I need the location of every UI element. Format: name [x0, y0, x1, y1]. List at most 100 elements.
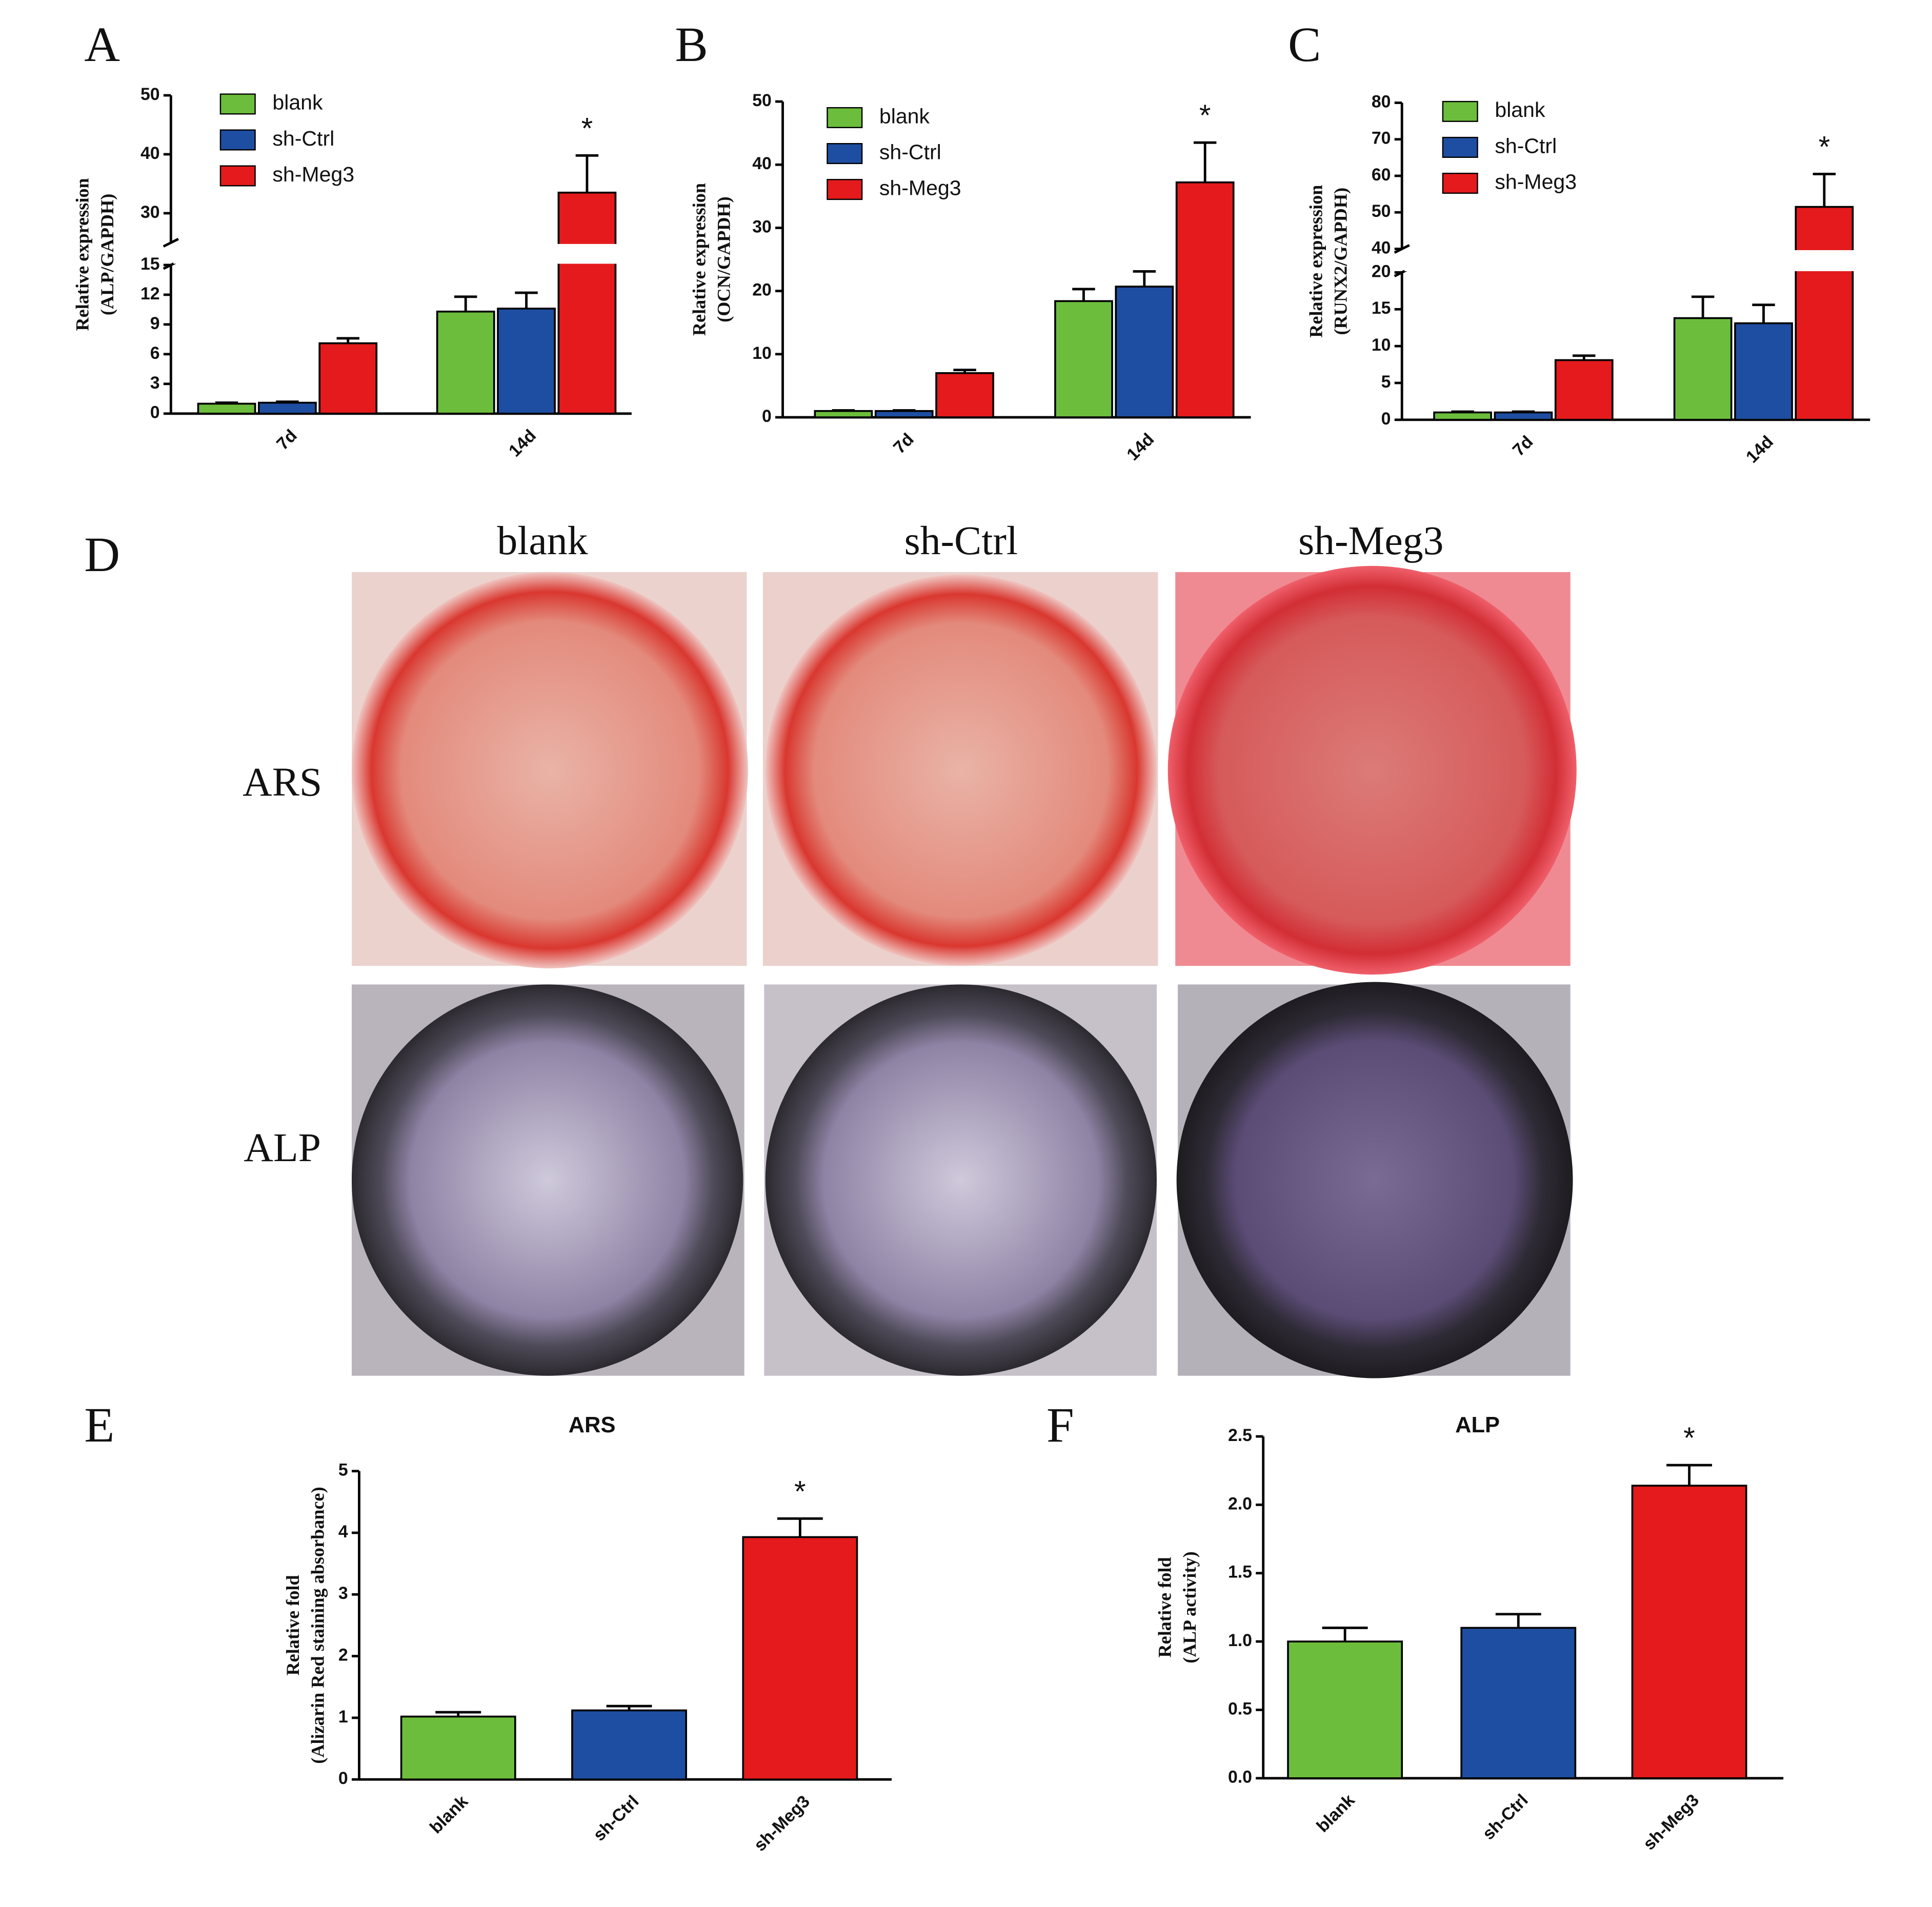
photo-well — [1176, 982, 1573, 1378]
y-tick-label: 40 — [140, 144, 160, 163]
bar — [1433, 411, 1492, 421]
x-tick-label: 7d — [1509, 432, 1537, 460]
column-label: sh-Ctrl — [904, 518, 1018, 563]
x-tick-label: sh-Meg3 — [1639, 1791, 1703, 1854]
y-tick-label: 4 — [338, 1522, 348, 1541]
chart-title: ARS — [569, 1413, 616, 1437]
annotation: * — [794, 1475, 806, 1508]
y-tick-label: 0 — [150, 403, 160, 422]
y-tick-label: 9 — [150, 314, 160, 333]
y-tick-label: 30 — [752, 217, 772, 236]
bar — [1287, 1640, 1403, 1779]
y-tick-label: 0 — [1381, 409, 1391, 429]
y-axis-label: Relative expression — [689, 183, 709, 336]
bar — [1175, 181, 1235, 418]
column-label: blank — [497, 518, 588, 563]
y-axis-label: (OCN/GAPDH) — [714, 196, 734, 322]
photo-well — [351, 572, 748, 968]
panel-letter: D — [84, 527, 120, 582]
x-tick-label: sh-Ctrl — [1479, 1791, 1532, 1844]
y-tick-label: 6 — [150, 343, 160, 363]
bar — [571, 1709, 687, 1781]
y-tick-label: 0.5 — [1228, 1699, 1252, 1718]
y-tick-label: 30 — [140, 202, 160, 222]
axis-break — [163, 238, 179, 248]
legend-swatch — [1442, 136, 1478, 158]
y-axis-label: (RUNX2/GAPDH) — [1331, 188, 1351, 335]
legend-label: blank — [1495, 98, 1545, 121]
bar — [258, 401, 317, 415]
y-axis-label: Relative fold — [283, 1575, 303, 1675]
column-label: sh-Meg3 — [1298, 518, 1443, 563]
bar — [1494, 411, 1553, 421]
legend-label: blank — [879, 104, 930, 128]
y-tick-label: 15 — [140, 254, 160, 274]
legend-label: sh-Ctrl — [272, 127, 334, 150]
y-tick-label: 0 — [762, 407, 772, 426]
annotation: * — [581, 112, 593, 145]
bar — [557, 191, 617, 415]
legend-swatch — [1442, 172, 1478, 194]
bar — [318, 342, 378, 415]
annotation: * — [1819, 131, 1830, 164]
bar — [1795, 206, 1854, 421]
axis-break-gap — [173, 244, 634, 264]
bar — [742, 1536, 858, 1781]
legend-label: sh-Ctrl — [879, 140, 941, 164]
legend-swatch — [219, 129, 256, 151]
panel-letter: C — [1288, 17, 1321, 72]
photo-grid — [351, 565, 1577, 1378]
y-axis-label: (ALP/GAPDH) — [97, 194, 117, 315]
x-tick-label: 14d — [1742, 432, 1777, 467]
y-tick-label: 80 — [1372, 92, 1391, 111]
y-tick-label: 2 — [338, 1646, 348, 1665]
legend-swatch — [1442, 100, 1478, 122]
legend-swatch — [827, 179, 863, 200]
y-axis-label: (ALP activity) — [1179, 1551, 1200, 1663]
x-tick-label: sh-Meg3 — [750, 1792, 814, 1855]
y-tick-label: 70 — [1372, 129, 1391, 148]
y-tick-label: 1.5 — [1228, 1563, 1252, 1582]
y-tick-label: 15 — [1372, 298, 1391, 318]
y-tick-label: 1.0 — [1228, 1631, 1252, 1650]
y-tick-label: 12 — [140, 284, 160, 303]
bar — [874, 410, 934, 418]
x-tick-label: 7d — [890, 430, 918, 458]
axis-break-gap — [1404, 250, 1873, 272]
x-tick-label: 14d — [1123, 430, 1158, 464]
bar — [1554, 359, 1614, 421]
bar — [400, 1715, 516, 1781]
y-tick-label: 2.5 — [1228, 1426, 1252, 1445]
legend-label: sh-Meg3 — [272, 163, 354, 186]
y-tick-label: 3 — [150, 373, 160, 393]
y-tick-label: 40 — [752, 154, 772, 173]
y-tick-label: 0 — [338, 1769, 348, 1788]
panel-letter: F — [1046, 1397, 1074, 1452]
y-tick-label: 5 — [1381, 372, 1391, 392]
bar — [935, 372, 994, 418]
y-axis-label: Relative expression — [1305, 185, 1326, 338]
annotation: * — [1683, 1422, 1695, 1455]
x-tick-label: 14d — [505, 426, 540, 461]
bar — [1631, 1485, 1747, 1779]
y-tick-label: 60 — [1372, 165, 1391, 185]
legend-swatch — [827, 107, 863, 129]
legend-label: sh-Meg3 — [1495, 170, 1577, 193]
x-tick-label: blank — [426, 1792, 472, 1837]
y-axis-label: Relative expression — [72, 178, 93, 331]
row-label: ALP — [244, 1125, 321, 1170]
x-tick-label: 7d — [273, 426, 301, 454]
annotation: * — [1199, 99, 1211, 132]
legend-swatch — [219, 165, 256, 187]
y-tick-label: 10 — [1372, 335, 1391, 355]
panel-letter: E — [84, 1397, 114, 1452]
bar — [814, 410, 873, 418]
panel-letter: B — [675, 17, 708, 72]
y-tick-label: 50 — [752, 91, 772, 110]
photo-well — [765, 574, 1157, 966]
bar — [1734, 322, 1793, 421]
bar — [1115, 286, 1174, 418]
bar — [1673, 317, 1733, 421]
y-axis-label: Relative fold — [1155, 1557, 1175, 1657]
